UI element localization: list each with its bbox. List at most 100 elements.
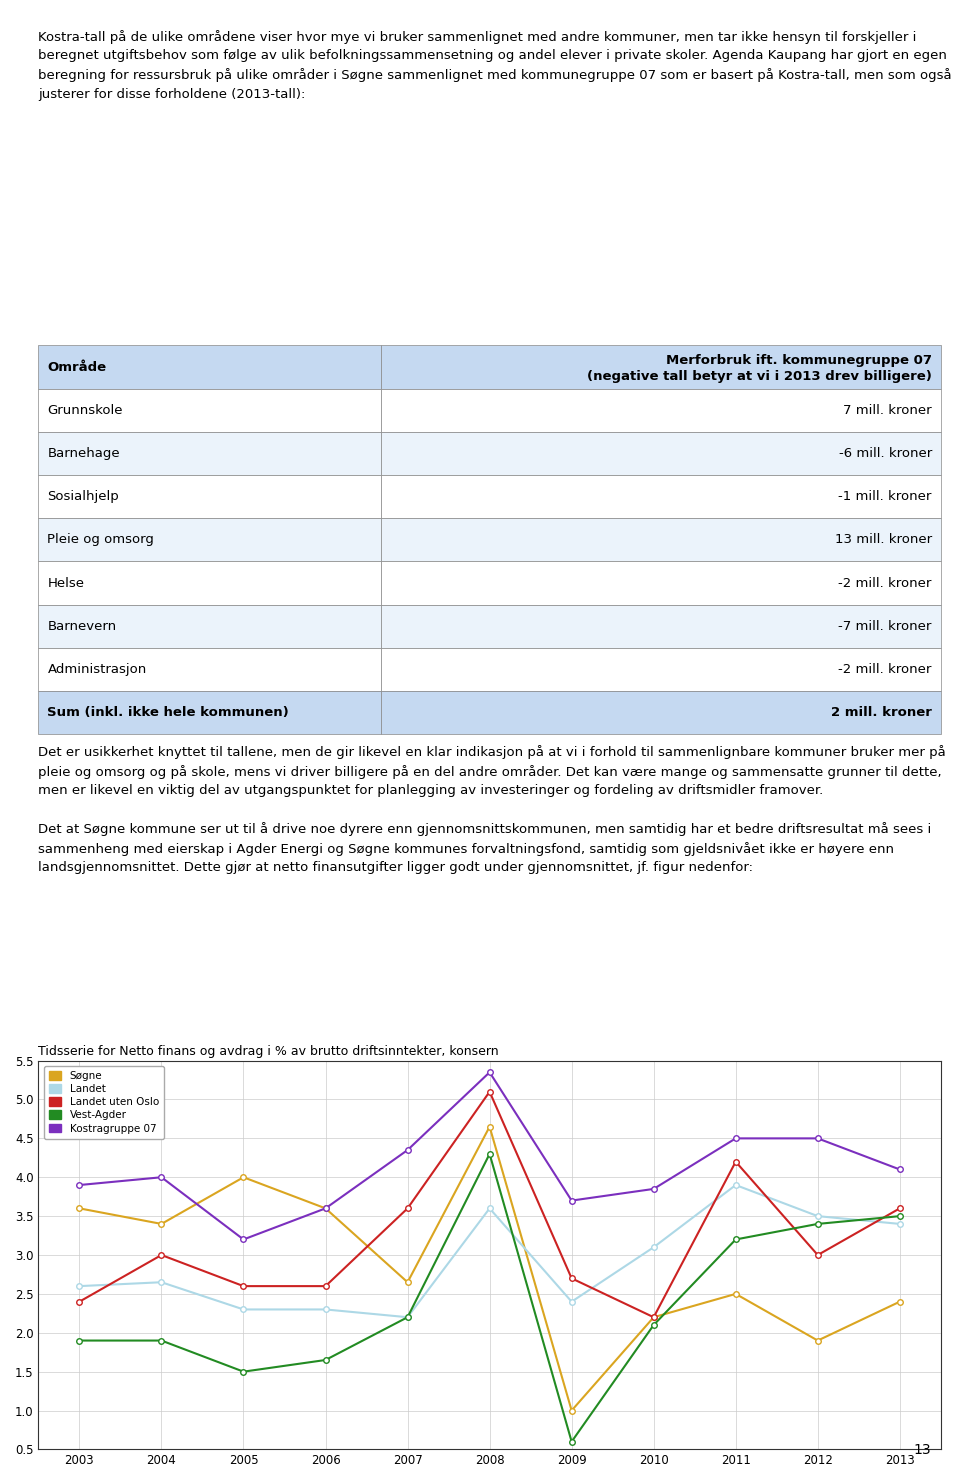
Søgne xyxy=(320,1199,331,1217)
FancyBboxPatch shape xyxy=(38,691,381,734)
FancyBboxPatch shape xyxy=(38,648,381,691)
Text: -2 mill. kroner: -2 mill. kroner xyxy=(838,577,932,590)
Landet xyxy=(894,1216,905,1233)
Kostragruppe 07 xyxy=(320,1199,331,1217)
Text: Sum (inkl. ikke hele kommunen): Sum (inkl. ikke hele kommunen) xyxy=(47,705,289,719)
Landet uten Oslo xyxy=(484,1083,495,1100)
Søgne xyxy=(730,1285,741,1303)
Kostragruppe 07 xyxy=(238,1231,250,1248)
Kostragruppe 07 xyxy=(812,1130,824,1148)
Landet xyxy=(402,1309,414,1327)
Text: 2 mill. kroner: 2 mill. kroner xyxy=(831,705,932,719)
Landet xyxy=(648,1238,660,1256)
FancyBboxPatch shape xyxy=(38,475,381,518)
Kostragruppe 07 xyxy=(894,1161,905,1179)
Text: Tidsserie for Netto finans og avdrag i % av brutto driftsinntekter, konsern: Tidsserie for Netto finans og avdrag i %… xyxy=(38,1046,499,1057)
Text: Det er usikkerhet knyttet til tallene, men de gir likevel en klar indikasjon på : Det er usikkerhet knyttet til tallene, m… xyxy=(38,745,947,874)
Landet uten Oslo xyxy=(565,1269,577,1287)
Landet xyxy=(238,1300,250,1318)
Text: Barnehage: Barnehage xyxy=(47,447,120,460)
Søgne xyxy=(238,1168,250,1186)
Text: Kostra-tall på de ulike områdene viser hvor mye vi bruker sammenlignet med andre: Kostra-tall på de ulike områdene viser h… xyxy=(38,30,952,101)
Landet uten Oslo xyxy=(648,1309,660,1327)
Kostragruppe 07 xyxy=(156,1168,167,1186)
Landet uten Oslo xyxy=(156,1247,167,1265)
Vest-Agder xyxy=(648,1316,660,1334)
Landet xyxy=(156,1273,167,1291)
Line: Søgne: Søgne xyxy=(77,1124,902,1414)
Vest-Agder xyxy=(484,1145,495,1162)
Text: Pleie og omsorg: Pleie og omsorg xyxy=(47,534,155,546)
FancyBboxPatch shape xyxy=(38,562,381,605)
FancyBboxPatch shape xyxy=(38,346,381,389)
Line: Vest-Agder: Vest-Agder xyxy=(77,1151,902,1445)
Kostragruppe 07 xyxy=(402,1142,414,1160)
Landet uten Oslo xyxy=(74,1293,85,1310)
Text: Grunnskole: Grunnskole xyxy=(47,404,123,417)
Vest-Agder xyxy=(320,1352,331,1370)
Text: -2 mill. kroner: -2 mill. kroner xyxy=(838,663,932,676)
Text: Område: Område xyxy=(47,361,107,374)
Text: Sosialhjelp: Sosialhjelp xyxy=(47,490,119,503)
FancyBboxPatch shape xyxy=(381,518,941,562)
Kostragruppe 07 xyxy=(648,1180,660,1198)
FancyBboxPatch shape xyxy=(381,562,941,605)
Text: 7 mill. kroner: 7 mill. kroner xyxy=(843,404,932,417)
Kostragruppe 07 xyxy=(730,1130,741,1148)
Vest-Agder xyxy=(74,1331,85,1349)
Kostragruppe 07 xyxy=(484,1063,495,1081)
FancyBboxPatch shape xyxy=(38,389,381,432)
FancyBboxPatch shape xyxy=(38,432,381,475)
Søgne xyxy=(894,1293,905,1310)
Vest-Agder xyxy=(894,1207,905,1225)
Søgne xyxy=(74,1199,85,1217)
Text: -6 mill. kroner: -6 mill. kroner xyxy=(838,447,932,460)
Vest-Agder xyxy=(812,1216,824,1233)
Landet xyxy=(730,1176,741,1194)
FancyBboxPatch shape xyxy=(381,605,941,648)
Landet uten Oslo xyxy=(894,1199,905,1217)
Vest-Agder xyxy=(565,1433,577,1451)
Søgne xyxy=(812,1331,824,1349)
Landet xyxy=(812,1207,824,1225)
Landet xyxy=(484,1199,495,1217)
FancyBboxPatch shape xyxy=(381,475,941,518)
Text: -7 mill. kroner: -7 mill. kroner xyxy=(838,620,932,633)
Landet uten Oslo xyxy=(812,1247,824,1265)
Text: Merforbruk ift. kommunegruppe 07: Merforbruk ift. kommunegruppe 07 xyxy=(666,353,932,367)
Line: Landet: Landet xyxy=(77,1182,902,1319)
Line: Landet uten Oslo: Landet uten Oslo xyxy=(77,1089,902,1319)
Landet xyxy=(320,1300,331,1318)
Text: -1 mill. kroner: -1 mill. kroner xyxy=(838,490,932,503)
Søgne xyxy=(156,1216,167,1233)
Vest-Agder xyxy=(730,1231,741,1248)
Text: Barnevern: Barnevern xyxy=(47,620,116,633)
Landet uten Oslo xyxy=(730,1152,741,1170)
Landet uten Oslo xyxy=(402,1199,414,1217)
Søgne xyxy=(648,1309,660,1327)
Søgne xyxy=(484,1118,495,1136)
FancyBboxPatch shape xyxy=(381,346,941,389)
Kostragruppe 07 xyxy=(74,1176,85,1194)
Legend: Søgne, Landet, Landet uten Oslo, Vest-Agder, Kostragruppe 07: Søgne, Landet, Landet uten Oslo, Vest-Ag… xyxy=(43,1066,164,1139)
Landet uten Oslo xyxy=(320,1278,331,1296)
Text: (negative tall betyr at vi i 2013 drev billigere): (negative tall betyr at vi i 2013 drev b… xyxy=(587,370,932,383)
FancyBboxPatch shape xyxy=(38,518,381,562)
Kostragruppe 07 xyxy=(565,1192,577,1210)
FancyBboxPatch shape xyxy=(38,605,381,648)
Text: Helse: Helse xyxy=(47,577,84,590)
Vest-Agder xyxy=(156,1331,167,1349)
Vest-Agder xyxy=(402,1309,414,1327)
Landet xyxy=(565,1293,577,1310)
Text: Administrasjon: Administrasjon xyxy=(47,663,147,676)
FancyBboxPatch shape xyxy=(381,691,941,734)
FancyBboxPatch shape xyxy=(381,648,941,691)
Vest-Agder xyxy=(238,1362,250,1380)
FancyBboxPatch shape xyxy=(381,432,941,475)
Landet uten Oslo xyxy=(238,1278,250,1296)
Text: 13 mill. kroner: 13 mill. kroner xyxy=(834,534,932,546)
Line: Kostragruppe 07: Kostragruppe 07 xyxy=(77,1069,902,1242)
Text: 13: 13 xyxy=(914,1444,931,1457)
FancyBboxPatch shape xyxy=(381,389,941,432)
Landet xyxy=(74,1278,85,1296)
